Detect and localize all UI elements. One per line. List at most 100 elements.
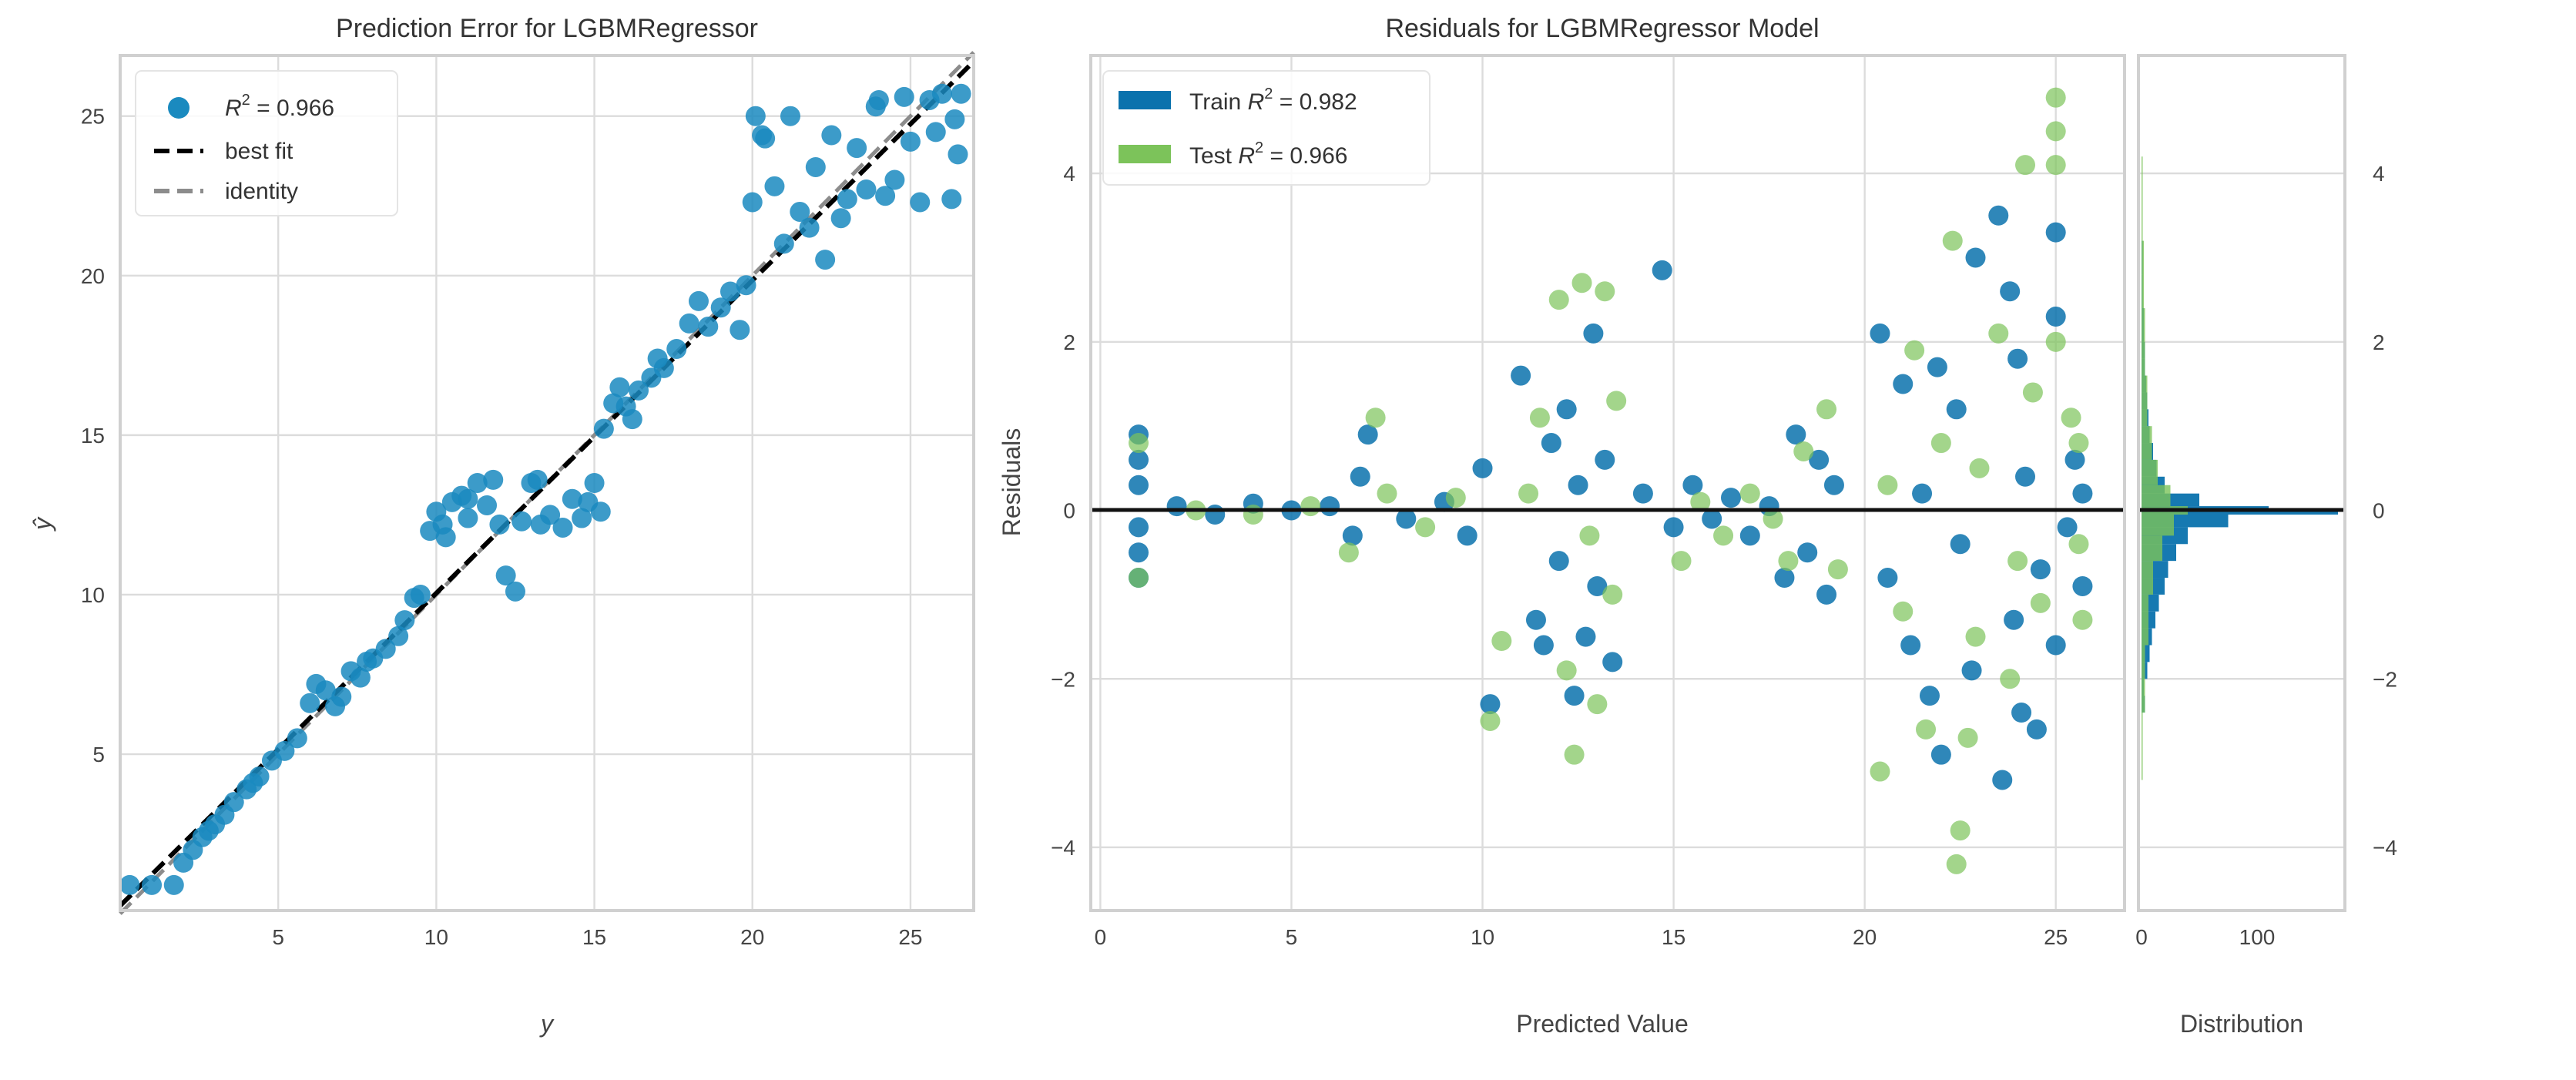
legend: R2 = 0.966 best fit identity (135, 70, 398, 216)
test-point (1579, 525, 1600, 546)
test-point (1518, 483, 1539, 504)
data-point (458, 488, 478, 509)
train-point (1129, 475, 1149, 495)
train-point (1525, 609, 1546, 630)
test-point (1129, 433, 1149, 454)
test-point (1904, 340, 1925, 361)
data-point (572, 508, 592, 528)
test-point (1778, 551, 1799, 572)
train-point (2026, 719, 2047, 740)
test-point (1930, 433, 1951, 454)
train-point (2000, 281, 2021, 302)
train-point (1556, 399, 1577, 420)
legend-marker (168, 97, 190, 119)
legend-label-train: Train R2 = 0.982 (1189, 86, 1357, 115)
x-tick-label: 5 (272, 925, 284, 949)
train-point (1541, 433, 1561, 454)
test-histogram-bar (2142, 535, 2162, 562)
data-point (951, 83, 971, 104)
test-point (1243, 505, 1263, 525)
train-point (1702, 508, 1722, 529)
data-point (884, 169, 905, 190)
data-point (584, 473, 605, 493)
data-point (847, 138, 867, 159)
train-point (1480, 694, 1501, 715)
legend-label-identity: identity (225, 179, 298, 204)
x-tick-label: 15 (1662, 925, 1685, 949)
data-point (868, 89, 889, 110)
train-point (1632, 483, 1653, 504)
train-point (2057, 517, 2078, 538)
train-point (2045, 222, 2066, 243)
test-point (2061, 408, 2081, 428)
test-point (1870, 761, 1890, 782)
test-point (1365, 408, 1386, 428)
test-point (2015, 155, 2036, 176)
x-tick-label: 15 (582, 925, 606, 949)
test-histogram-bar (2142, 594, 2148, 646)
test-histogram-bar (2142, 426, 2152, 460)
x-tick-label: 20 (1853, 925, 1877, 949)
data-point (552, 517, 573, 538)
data-point (243, 773, 263, 793)
data-point (944, 109, 965, 129)
test-point (2000, 669, 2021, 689)
y-tick-label: 5 (92, 743, 105, 766)
y-tick-label: −4 (2373, 836, 2397, 860)
train-point (1564, 686, 1585, 706)
train-point (1357, 424, 1378, 445)
train-point (1992, 770, 2013, 790)
test-point (1129, 568, 1149, 589)
data-point (119, 874, 140, 895)
test-point (1877, 475, 1898, 495)
test-point (1969, 458, 1990, 478)
test-point (1827, 559, 1848, 580)
test-point (1965, 626, 1986, 647)
data-point (815, 250, 836, 270)
train-point (1950, 534, 1971, 555)
train-point (1961, 660, 1982, 681)
legend-swatch-train (1119, 91, 1171, 109)
test-point (1556, 660, 1577, 681)
x-axis-label: Distribution (2180, 1010, 2303, 1038)
data-point (410, 584, 431, 605)
train-point (1877, 568, 1898, 589)
test-point (1671, 551, 1692, 572)
data-point (562, 488, 582, 509)
data-point (315, 680, 336, 701)
x-tick-label: 10 (1471, 925, 1494, 949)
data-point (331, 686, 352, 707)
test-point (1916, 719, 1937, 740)
test-point (1816, 399, 1837, 420)
data-point (505, 581, 525, 602)
data-point (830, 208, 851, 229)
test-point (1300, 496, 1321, 517)
data-point (432, 514, 453, 535)
test-point (1793, 441, 1814, 461)
y-tick-label: 4 (2373, 162, 2385, 186)
test-point (1595, 281, 1615, 302)
y-axis-label: ŷ (29, 516, 56, 532)
test-point (1480, 710, 1501, 731)
data-point (388, 626, 409, 646)
train-point (1533, 635, 1554, 656)
data-point (458, 508, 478, 528)
test-point (1571, 273, 1592, 293)
test-point (2045, 155, 2066, 176)
best-fit-line (118, 59, 976, 907)
train-point (1919, 686, 1940, 706)
test-point (1491, 631, 1512, 652)
test-point (2045, 121, 2066, 142)
data-point (467, 473, 488, 493)
y-tick-label: 4 (1063, 162, 1075, 186)
y-tick-label: 15 (81, 424, 105, 448)
x-axis-label: y (539, 1010, 555, 1038)
train-point (2030, 559, 2051, 580)
train-point (1350, 466, 1370, 487)
data-point (688, 290, 709, 311)
test-point (1946, 854, 1967, 874)
y-tick-label: 0 (2373, 499, 2385, 523)
data-point (821, 125, 842, 146)
data-point (790, 201, 810, 222)
